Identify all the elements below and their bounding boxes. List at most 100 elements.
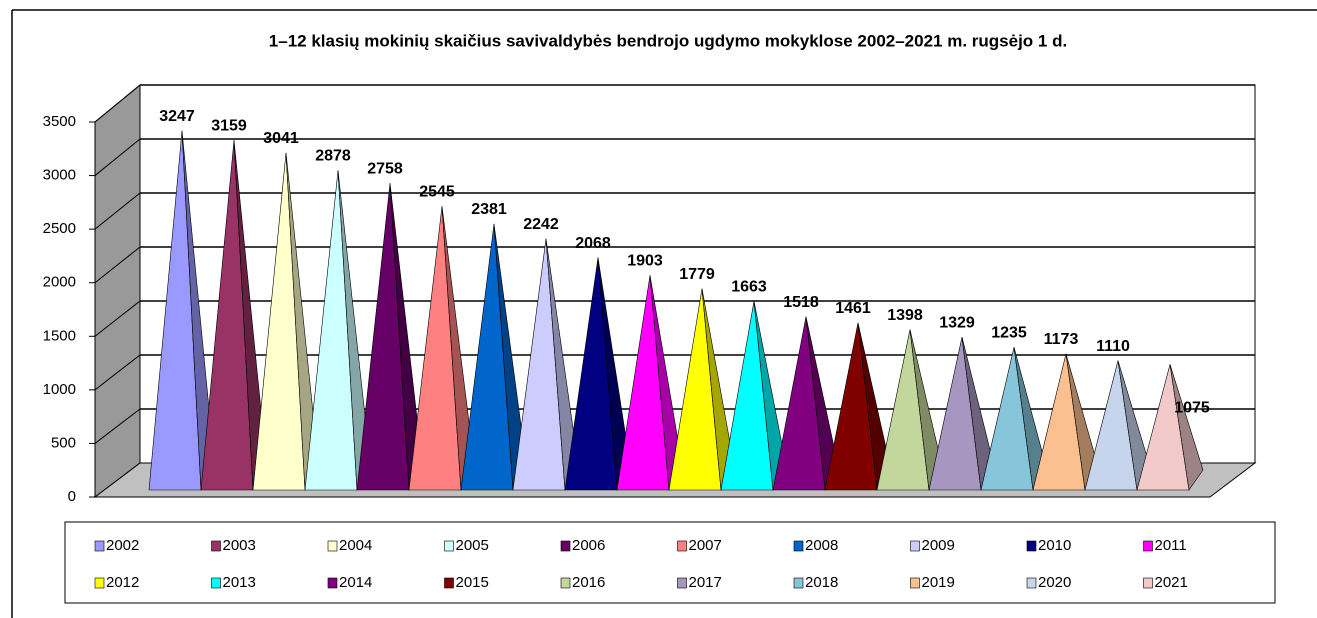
legend-swatch xyxy=(1143,540,1153,552)
y-tick-label: 3500 xyxy=(43,113,76,130)
pyramid xyxy=(1032,353,1100,491)
legend-label: 2016 xyxy=(572,574,605,591)
legend-label: 2020 xyxy=(1038,574,1071,591)
pyramid-shade xyxy=(1014,347,1047,490)
pyramid-shade xyxy=(1118,360,1151,490)
pyramid xyxy=(668,288,736,491)
legend-label: 2009 xyxy=(922,537,955,554)
value-label: 3247 xyxy=(159,108,195,125)
pyramid xyxy=(720,301,788,491)
grid-line xyxy=(94,408,141,444)
legend-swatch xyxy=(677,577,687,589)
value-label: 1398 xyxy=(887,307,923,324)
value-label: 2545 xyxy=(419,183,455,200)
pyramid xyxy=(148,130,216,491)
grid-line xyxy=(94,138,141,176)
legend-swatch xyxy=(1026,577,1037,589)
pyramid-shade xyxy=(858,322,891,490)
legend-swatch xyxy=(444,540,454,552)
value-label: 1518 xyxy=(783,294,819,311)
pyramid-shade xyxy=(234,140,267,490)
value-label: 1461 xyxy=(835,300,871,317)
pyramid-shade xyxy=(910,329,943,490)
legend-label: 2010 xyxy=(1038,537,1071,554)
pyramid xyxy=(356,183,424,491)
value-label: 1075 xyxy=(1174,400,1210,417)
value-label: 2068 xyxy=(575,235,611,252)
legend-swatch xyxy=(793,577,804,589)
legend-label: 2013 xyxy=(223,574,256,591)
legend-swatch xyxy=(327,540,338,552)
pyramid xyxy=(512,238,580,491)
y-tick-label: 2500 xyxy=(43,220,76,237)
y-tick-label: 1500 xyxy=(43,327,76,344)
legend-label: 2018 xyxy=(805,574,838,591)
value-label: 1663 xyxy=(731,278,767,295)
pyramid-shade xyxy=(1170,364,1203,490)
pyramid-shade xyxy=(390,183,423,490)
pyramid-shade xyxy=(182,130,215,490)
y-tick-label: 2000 xyxy=(43,274,76,291)
value-label: 2242 xyxy=(523,216,559,233)
pyramid-shade xyxy=(494,223,527,490)
y-tick-label: 3000 xyxy=(43,167,76,184)
legend-swatch xyxy=(560,540,571,552)
pyramid-shade xyxy=(338,170,371,490)
pyramid xyxy=(1136,364,1204,491)
legend-label: 2002 xyxy=(106,537,139,554)
legend-label: 2021 xyxy=(1155,574,1188,591)
pyramid-shade xyxy=(754,301,787,490)
legend-label: 2011 xyxy=(1155,537,1187,554)
pyramid xyxy=(772,316,840,491)
pyramid-shade xyxy=(1066,353,1099,490)
pyramid xyxy=(980,347,1048,491)
legend-swatch xyxy=(677,540,687,552)
legend-swatch xyxy=(327,577,338,589)
grid-line xyxy=(94,354,141,391)
legend-swatch xyxy=(910,540,920,552)
pyramid xyxy=(616,275,684,491)
value-label: 1235 xyxy=(991,324,1027,341)
pyramid-shade xyxy=(962,337,995,490)
value-label: 3159 xyxy=(211,117,247,134)
value-label: 3041 xyxy=(263,130,299,147)
y-tick-label: 0 xyxy=(68,488,76,505)
legend-label: 2004 xyxy=(339,537,372,554)
pyramid xyxy=(1084,360,1152,491)
legend-box xyxy=(64,521,1276,604)
value-label: 1903 xyxy=(627,253,663,270)
legend-swatch xyxy=(94,577,105,589)
pyramid xyxy=(876,329,944,491)
legend-swatch xyxy=(94,540,105,552)
grid-line xyxy=(94,192,141,230)
legend-swatch xyxy=(211,540,221,552)
pyramid xyxy=(304,170,372,491)
pyramid-shade xyxy=(650,275,683,490)
chart-title: 1–12 klasių mokinių skaičius savivaldybė… xyxy=(269,31,1067,50)
value-label: 2758 xyxy=(367,161,403,178)
pyramid xyxy=(824,322,892,491)
value-label: 2381 xyxy=(471,201,507,218)
legend-label: 2017 xyxy=(689,574,722,591)
pyramid-shade xyxy=(806,316,839,490)
value-label: 1173 xyxy=(1044,331,1079,348)
legend-swatch xyxy=(1026,540,1037,552)
value-label: 1110 xyxy=(1096,338,1130,355)
grid-line xyxy=(94,246,141,284)
legend-label: 2006 xyxy=(572,537,605,554)
pyramid-shade xyxy=(702,288,735,490)
legend-label: 2019 xyxy=(922,574,955,591)
legend-label: 2003 xyxy=(223,537,256,554)
pyramid xyxy=(200,140,268,491)
legend-label: 2005 xyxy=(456,537,489,554)
grid-line xyxy=(94,300,141,337)
legend-label: 2008 xyxy=(805,537,838,554)
pyramid xyxy=(460,223,528,491)
pyramid-shade xyxy=(546,238,579,490)
pyramid-shade xyxy=(442,206,475,490)
legend-swatch xyxy=(910,577,920,589)
y-tick-label: 1000 xyxy=(43,381,76,398)
value-label: 1329 xyxy=(939,314,975,331)
value-label: 1779 xyxy=(679,266,715,283)
